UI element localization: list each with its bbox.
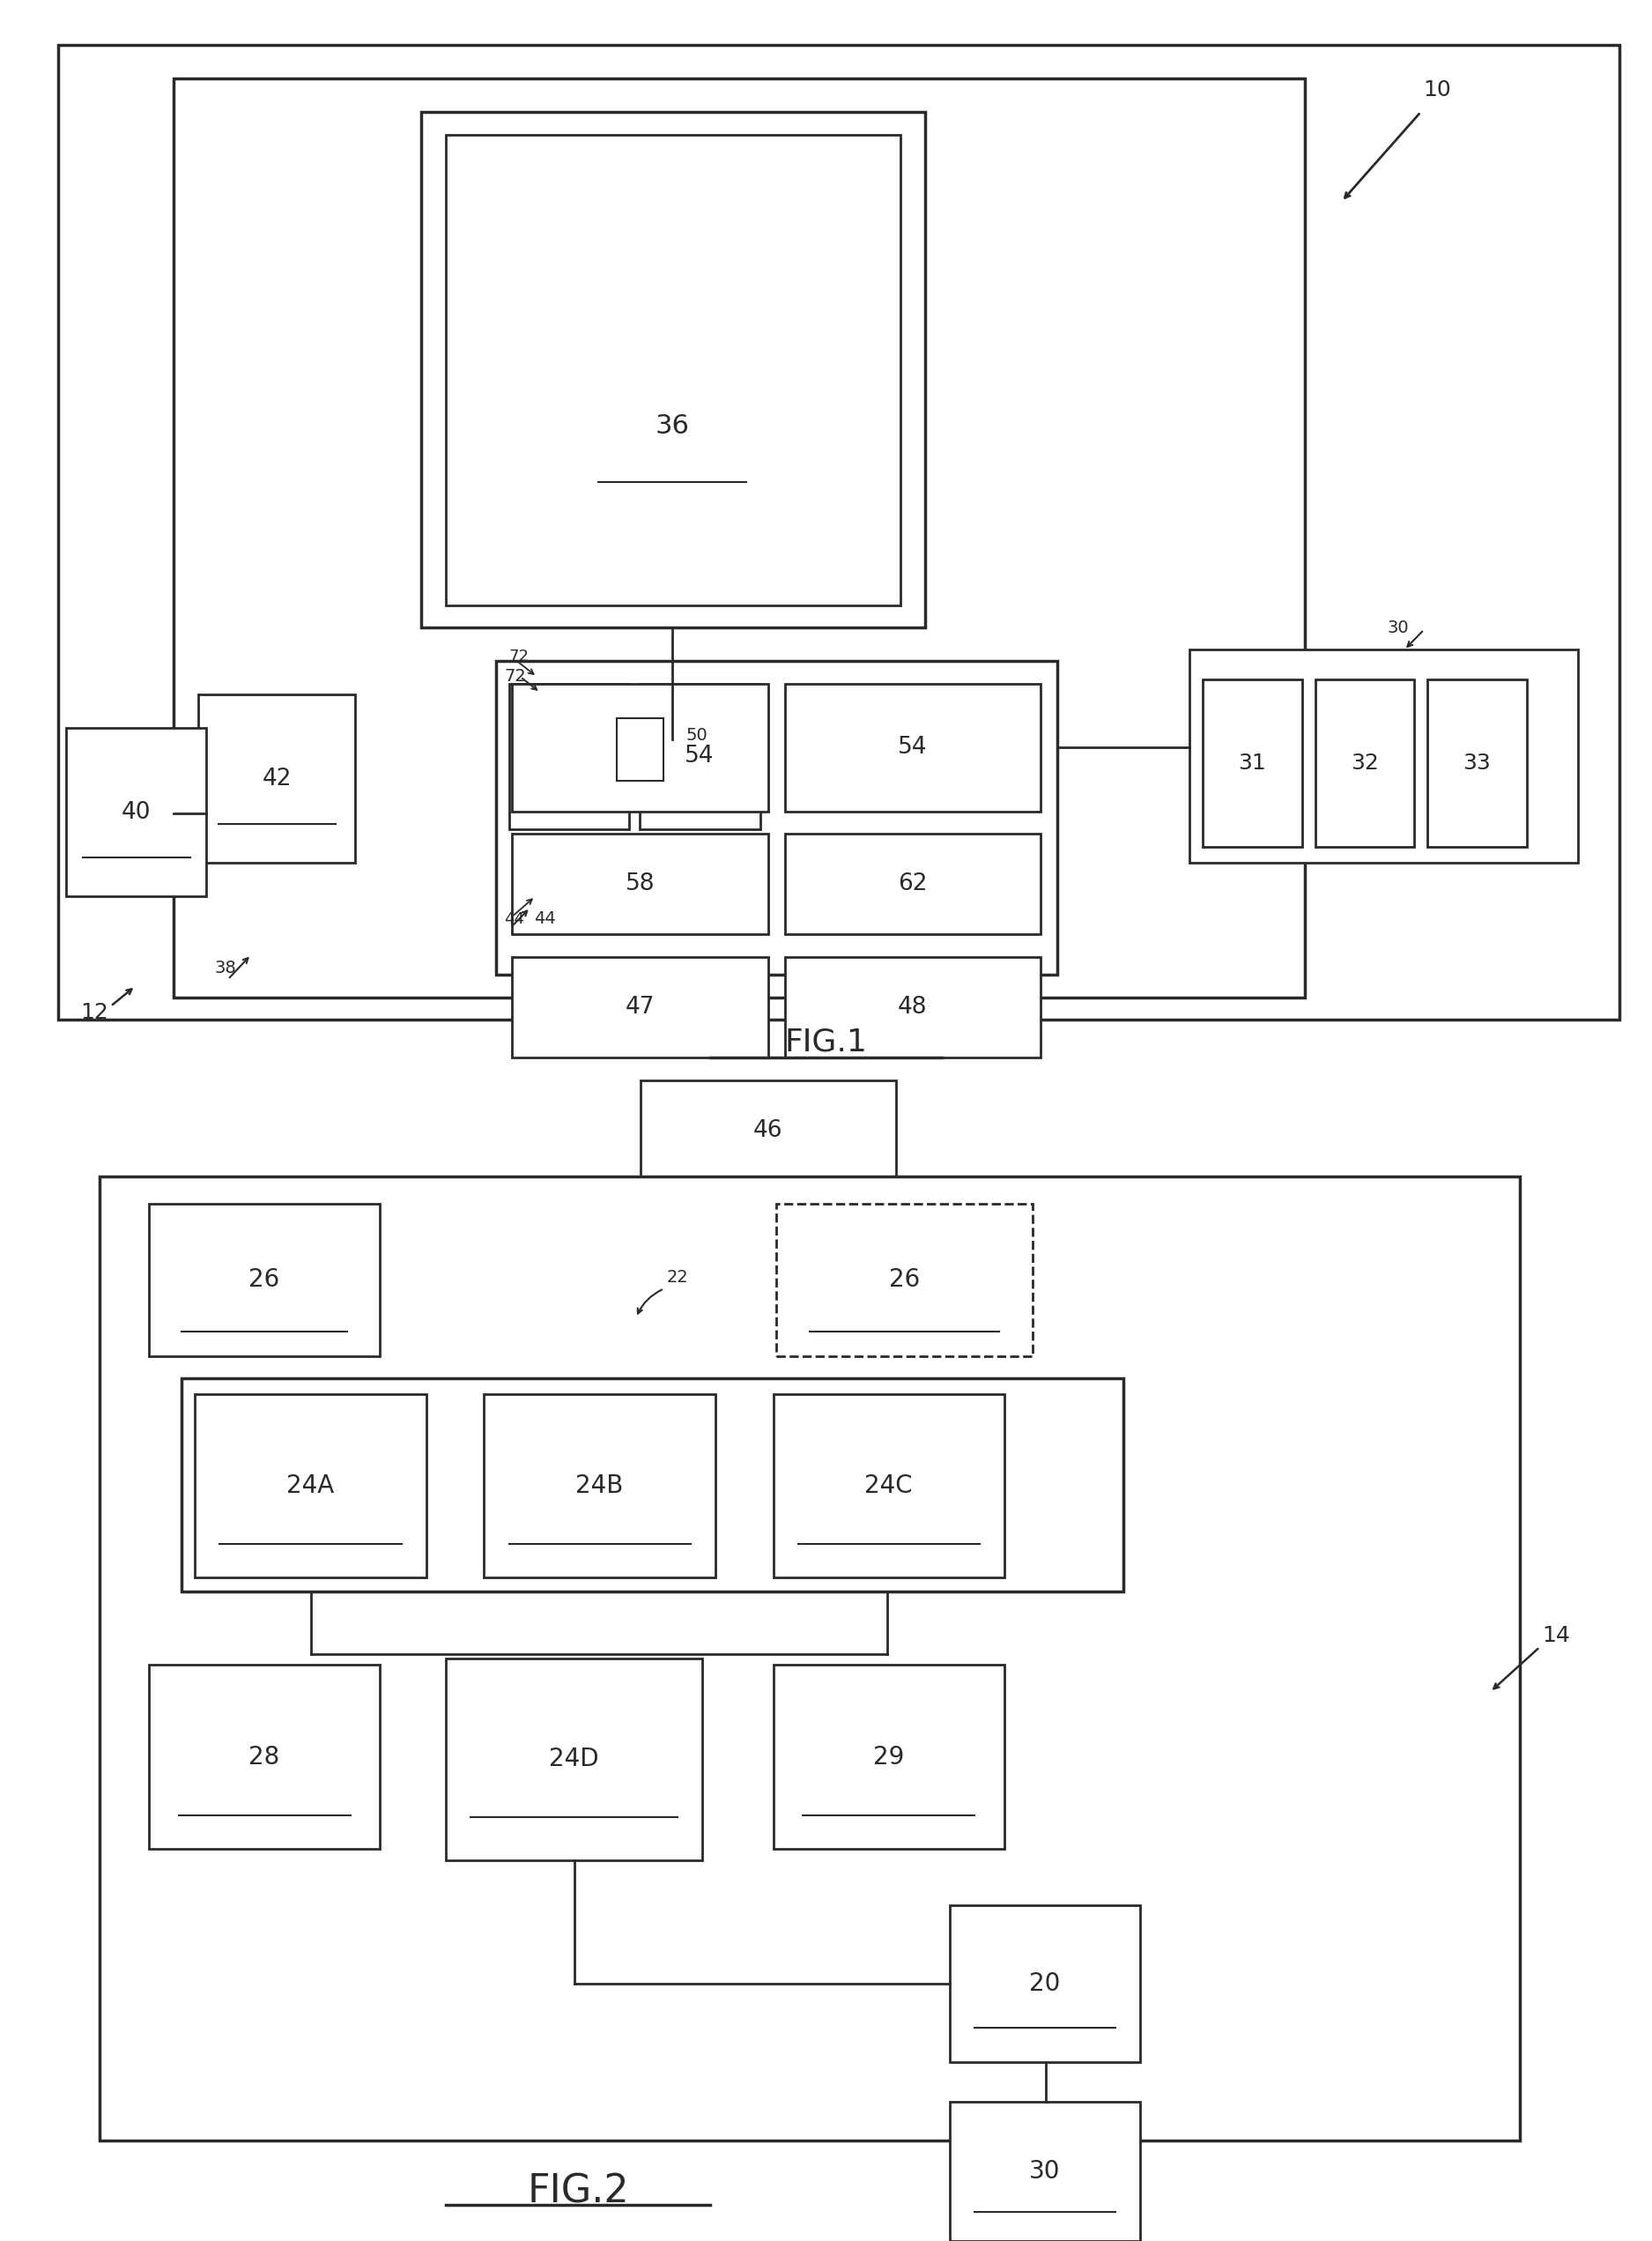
Bar (198, 695, 355, 863)
Text: 24C: 24C (864, 1472, 914, 1499)
Text: 22: 22 (666, 1268, 689, 1286)
Bar (773, 1665, 1004, 1849)
Text: 58: 58 (626, 872, 654, 896)
Bar (641, 1080, 895, 1181)
Bar (950, 2102, 1140, 2241)
Bar (509, 684, 629, 829)
Bar (785, 684, 1041, 811)
Bar (446, 1658, 702, 1860)
Bar (512, 834, 768, 934)
Text: 32: 32 (1351, 753, 1379, 773)
Bar (950, 1905, 1140, 2062)
Bar (149, 1665, 380, 1849)
Bar (776, 1203, 1032, 1356)
Text: 54: 54 (899, 735, 927, 760)
Text: 24B: 24B (577, 1472, 624, 1499)
Bar (496, 661, 1057, 975)
Bar (785, 834, 1041, 934)
Text: 36: 36 (656, 412, 689, 439)
Text: 30: 30 (1388, 619, 1409, 636)
Bar (1315, 679, 1414, 847)
Bar (58, 45, 1619, 1020)
Bar (512, 957, 768, 1058)
Text: 33: 33 (1464, 753, 1490, 773)
Text: FIG.2: FIG.2 (527, 2174, 629, 2210)
Bar (639, 684, 760, 829)
Bar (540, 722, 577, 796)
Bar (182, 1378, 1123, 1591)
Text: 40: 40 (122, 800, 150, 825)
Text: 44: 44 (504, 910, 524, 928)
Text: FIG.1: FIG.1 (785, 1026, 867, 1058)
Text: 72: 72 (504, 668, 525, 686)
Text: 26: 26 (889, 1266, 920, 1293)
Text: 31: 31 (1239, 753, 1265, 773)
Text: 29: 29 (874, 1743, 904, 1770)
Text: 12: 12 (79, 1002, 109, 1024)
Bar (149, 1203, 380, 1356)
Text: 10: 10 (1424, 78, 1450, 101)
Bar (785, 957, 1041, 1058)
Bar (618, 719, 664, 782)
Text: 72: 72 (509, 648, 529, 666)
Bar (1427, 679, 1526, 847)
Text: 50: 50 (686, 726, 707, 744)
Bar (773, 1394, 1004, 1578)
Text: 20: 20 (1029, 1970, 1061, 1997)
Bar (512, 684, 768, 811)
Text: 46: 46 (753, 1118, 783, 1143)
Text: 38: 38 (215, 959, 236, 977)
Bar (66, 728, 206, 896)
Text: 14: 14 (1543, 1625, 1569, 1647)
Text: 26: 26 (249, 1266, 279, 1293)
Bar (484, 1394, 715, 1578)
Text: 62: 62 (899, 872, 927, 896)
Bar (446, 134, 900, 605)
Bar (421, 112, 925, 627)
Text: 30: 30 (1029, 2158, 1061, 2185)
Bar (173, 78, 1305, 997)
Bar (99, 1177, 1520, 2140)
Bar (1203, 679, 1302, 847)
Text: 54: 54 (686, 744, 714, 769)
Text: 47: 47 (626, 995, 654, 1020)
Text: 42: 42 (263, 766, 291, 791)
Text: 28: 28 (249, 1743, 279, 1770)
Bar (1189, 650, 1578, 863)
Text: 24D: 24D (548, 1746, 600, 1773)
Text: 44: 44 (534, 910, 555, 928)
Text: 24A: 24A (287, 1472, 334, 1499)
Text: 48: 48 (899, 995, 927, 1020)
Bar (195, 1394, 426, 1578)
